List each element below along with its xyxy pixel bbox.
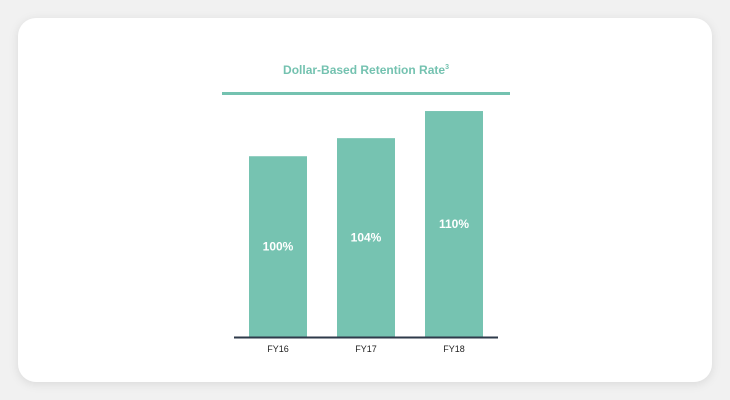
- x-tick-label-fy16: FY16: [267, 344, 289, 354]
- chart-title-text: Dollar-Based Retention Rate: [283, 63, 446, 77]
- bar-fy16: [249, 156, 307, 337]
- bar-fy18: [425, 111, 483, 338]
- chart-title-footnote: 3: [445, 64, 449, 71]
- bar-fy17: [337, 138, 395, 337]
- chart-title: Dollar-Based Retention Rate3: [222, 63, 510, 77]
- bar-value-label-fy16: 100%: [263, 240, 294, 254]
- x-tick-label-fy18: FY18: [443, 344, 465, 354]
- bar-value-label-fy17: 104%: [351, 231, 382, 245]
- x-tick-label-fy17: FY17: [355, 344, 377, 354]
- bar-value-label-fy18: 110%: [439, 217, 469, 231]
- title-underline: [222, 92, 510, 95]
- chart-card: Dollar-Based Retention Rate3 100% FY16 104…: [18, 18, 712, 382]
- bar-chart: 100% FY16 104% FY17 110% FY18: [234, 111, 498, 354]
